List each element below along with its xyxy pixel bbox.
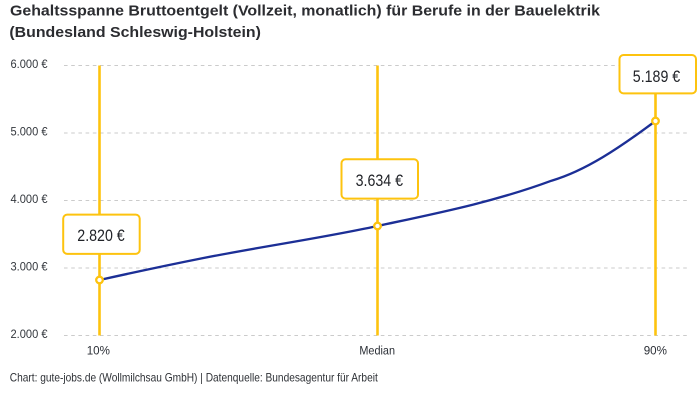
svg-text:Gehaltsspanne Bruttoentgelt (V: Gehaltsspanne Bruttoentgelt (Vollzeit, m… — [10, 2, 601, 19]
svg-text:3.634 €: 3.634 € — [356, 171, 403, 190]
svg-text:6.000 €: 6.000 € — [11, 58, 49, 71]
svg-text:(Bundesland Schleswig-Holstein: (Bundesland Schleswig-Holstein) — [9, 24, 261, 41]
svg-text:Chart: gute-jobs.de (Wollmilch: Chart: gute-jobs.de (Wollmilchsau GmbH) … — [10, 371, 379, 384]
svg-text:3.000 €: 3.000 € — [11, 261, 49, 274]
svg-text:90%: 90% — [644, 344, 667, 358]
svg-text:4.000 €: 4.000 € — [11, 193, 49, 206]
svg-text:5.189 €: 5.189 € — [633, 67, 680, 86]
svg-text:2.820 €: 2.820 € — [77, 226, 124, 245]
svg-text:10%: 10% — [87, 344, 110, 358]
svg-text:5.000 €: 5.000 € — [11, 126, 49, 139]
svg-text:Median: Median — [359, 344, 395, 358]
svg-text:2.000 €: 2.000 € — [11, 328, 49, 341]
